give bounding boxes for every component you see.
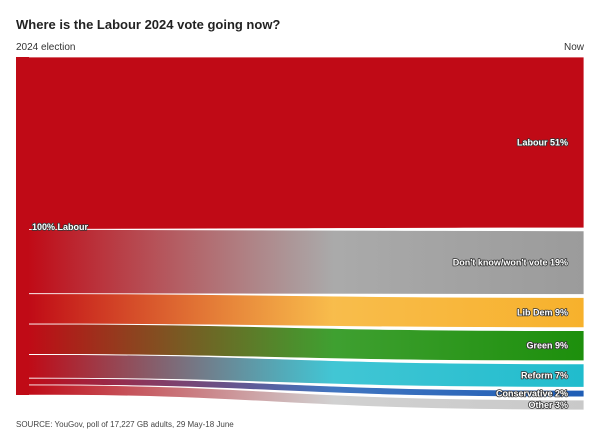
target-label: Conservative 2% [496, 389, 568, 399]
flow-labour [27, 56, 585, 230]
flow-conservative [27, 377, 585, 398]
flow-lib-dem [27, 293, 585, 329]
target-label: Other 3% [528, 400, 568, 410]
target-label: Reform 7% [521, 371, 568, 381]
flow-other [27, 384, 585, 411]
flow-don-t-know-won-t-vote [27, 228, 585, 295]
target-label: Don't know/won't vote 19% [453, 258, 568, 268]
target-label: Green 9% [526, 341, 568, 351]
source-note: SOURCE: YouGov, poll of 17,227 GB adults… [16, 420, 234, 429]
target-label: Labour 51% [517, 137, 568, 147]
flow-green [27, 323, 585, 362]
target-label: Lib Dem 9% [517, 308, 568, 318]
flow-reform [27, 354, 585, 388]
left-column-label: 2024 election [16, 42, 76, 53]
chart-title: Where is the Labour 2024 vote going now? [16, 17, 281, 32]
source-node-labour [16, 57, 29, 395]
right-column-label: Now [563, 42, 584, 53]
source-node-label: 100% Labour [32, 222, 89, 232]
